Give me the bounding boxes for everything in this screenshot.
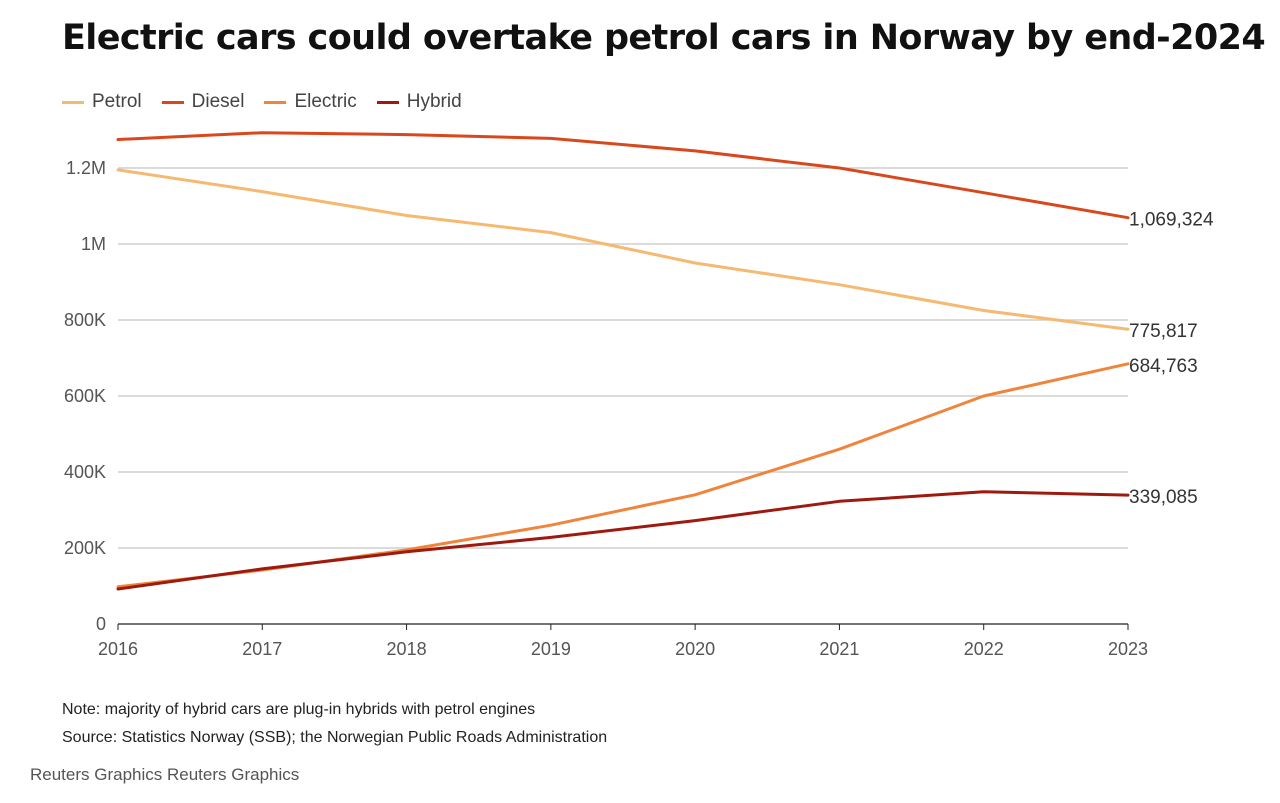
x-tick-label: 2016: [98, 639, 138, 659]
y-tick-label: 600K: [64, 386, 106, 406]
series-line-hybrid: [116, 490, 1130, 591]
legend-swatch: [376, 100, 399, 104]
legend-item-electric: Electric: [264, 91, 357, 113]
y-tick-label: 1M: [81, 234, 106, 254]
end-value-label-electric: 684,763: [1129, 356, 1198, 377]
legend-label: Petrol: [92, 91, 142, 112]
end-value-label-hybrid: 339,085: [1129, 487, 1198, 508]
x-tick-label: 2019: [531, 639, 571, 659]
end-value-label-diesel: 1,069,324: [1129, 210, 1214, 231]
legend-label: Diesel: [191, 91, 245, 112]
x-tick-label: 2017: [242, 639, 282, 659]
legend-swatch: [62, 100, 84, 104]
chart-title: Electric cars could overtake petrol cars…: [62, 18, 1266, 58]
chart-note: Note: majority of hybrid cars are plug-i…: [62, 701, 536, 718]
x-tick-label: 2018: [387, 639, 427, 659]
y-tick-label: 200K: [64, 538, 106, 558]
x-tick-label: 2022: [964, 639, 1004, 659]
legend-item-petrol: Petrol: [62, 91, 142, 113]
legend-item-hybrid: Hybrid: [376, 91, 462, 113]
legend-item-diesel: Diesel: [161, 91, 245, 113]
series-line-electric: [116, 362, 1130, 589]
y-tick-label: 400K: [64, 462, 106, 482]
y-tick-label: 0: [96, 614, 106, 634]
chart-source: Source: Statistics Norway (SSB); the Nor…: [62, 729, 608, 746]
legend-label: Hybrid: [406, 91, 462, 112]
x-tick-label: 2020: [675, 639, 715, 659]
end-value-label-petrol: 775,817: [1129, 321, 1198, 342]
legend: Petrol Diesel Electric Hybrid: [62, 88, 482, 116]
legend-swatch: [264, 100, 287, 104]
chart-credit: Reuters Graphics Reuters Graphics: [30, 765, 300, 784]
y-tick-label: 800K: [64, 310, 106, 330]
x-tick-label: 2021: [819, 639, 859, 659]
series-line-petrol: [116, 168, 1130, 331]
legend-label: Electric: [294, 91, 357, 112]
legend-swatch: [161, 100, 184, 104]
series-line-diesel: [116, 131, 1130, 220]
x-tick-label: 2023: [1108, 639, 1148, 659]
y-tick-label: 1.2M: [66, 158, 106, 178]
